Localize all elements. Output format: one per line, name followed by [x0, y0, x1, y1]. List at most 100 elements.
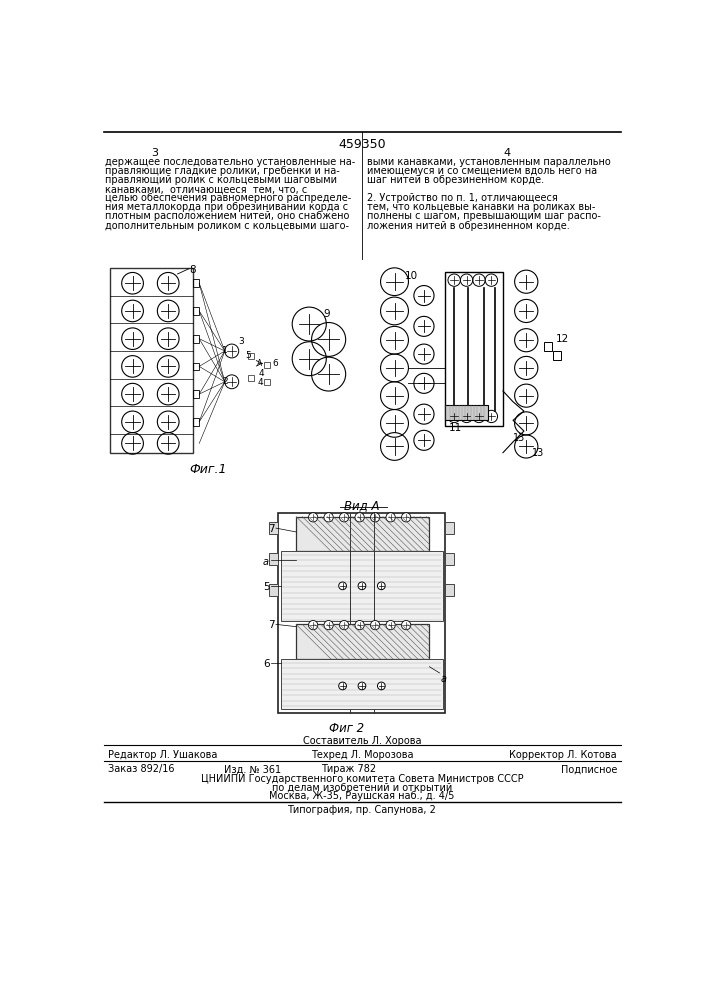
Text: имеющемуся и со смещением вдоль него на: имеющемуся и со смещением вдоль него на [368, 166, 597, 176]
Text: 4: 4 [503, 148, 510, 158]
Text: А: А [257, 359, 262, 368]
Bar [544, 342, 552, 351]
Circle shape [308, 513, 317, 522]
Circle shape [308, 620, 317, 630]
Bar [445, 553, 454, 565]
Circle shape [386, 620, 395, 630]
Circle shape [355, 620, 364, 630]
Text: ЦНИИПИ Государственного комитета Совета Министров СССР: ЦНИИПИ Государственного комитета Совета … [201, 774, 523, 784]
Circle shape [355, 513, 364, 522]
Text: 9: 9 [323, 309, 330, 319]
Bar [193, 307, 199, 315]
Bar [281, 659, 443, 709]
Text: правляющие гладкие ролики, гребенки и на-: правляющие гладкие ролики, гребенки и на… [105, 166, 340, 176]
Bar [445, 405, 488, 420]
Circle shape [386, 513, 395, 522]
Circle shape [402, 620, 411, 630]
Text: 8: 8 [189, 265, 196, 275]
Text: 7: 7 [268, 620, 275, 631]
Circle shape [324, 513, 333, 522]
Text: полнены с шагом, превышающим шаг распо-: полнены с шагом, превышающим шаг распо- [368, 211, 601, 221]
Text: Изд. № 361: Изд. № 361 [224, 764, 281, 774]
Bar [445, 272, 503, 426]
Circle shape [370, 620, 380, 630]
Text: тем, что кольцевые канавки на роликах вы-: тем, что кольцевые канавки на роликах вы… [368, 202, 596, 212]
Bar [445, 584, 454, 596]
Text: Заказ 892/16: Заказ 892/16 [107, 764, 174, 774]
Circle shape [402, 513, 411, 522]
Text: Типография, пр. Сапунова, 2: Типография, пр. Сапунова, 2 [288, 805, 436, 815]
Bar [110, 268, 193, 453]
Text: 3: 3 [151, 148, 158, 158]
Text: 10: 10 [404, 271, 418, 281]
Bar [248, 353, 255, 359]
Circle shape [339, 620, 349, 630]
Circle shape [358, 682, 366, 690]
Text: Вид А: Вид А [344, 499, 380, 512]
Bar [193, 390, 199, 398]
Circle shape [370, 513, 380, 522]
Circle shape [358, 582, 366, 590]
Text: Фиг.1: Фиг.1 [189, 463, 227, 476]
Text: 2: 2 [223, 377, 228, 386]
Text: 5: 5 [246, 351, 252, 360]
Text: 2. Устройство по п. 1, отличающееся: 2. Устройство по п. 1, отличающееся [368, 193, 558, 203]
Text: шаг нитей в обрезиненном корде.: шаг нитей в обрезиненном корде. [368, 175, 544, 185]
Bar [193, 335, 199, 343]
Text: 4: 4 [259, 369, 264, 378]
Circle shape [378, 682, 385, 690]
Bar [264, 379, 270, 385]
Text: 4: 4 [257, 378, 263, 387]
Text: выми канавками, установленным параллельно: выми канавками, установленным параллельн… [368, 157, 611, 167]
Bar [445, 522, 454, 534]
Bar [269, 522, 279, 534]
Bar [296, 517, 429, 551]
Text: плотным расположением нитей, оно снабжено: плотным расположением нитей, оно снабжен… [105, 211, 350, 221]
Circle shape [324, 620, 333, 630]
Circle shape [339, 513, 349, 522]
Text: целью обеспечения равномерного распределе-: целью обеспечения равномерного распредел… [105, 193, 351, 203]
Text: 3: 3 [238, 337, 244, 346]
Text: 13: 13 [532, 448, 544, 458]
Bar [248, 375, 255, 381]
Text: Москва, Ж-35, Раушская наб., д. 4/5: Москва, Ж-35, Раушская наб., д. 4/5 [269, 791, 455, 801]
Text: канавками,  отличающееся  тем, что, с: канавками, отличающееся тем, что, с [105, 184, 308, 194]
Text: ния металлокорда при обрезинивании корда с: ния металлокорда при обрезинивании корда… [105, 202, 349, 212]
Text: Фиг 2: Фиг 2 [329, 722, 363, 735]
Circle shape [339, 582, 346, 590]
Bar [269, 584, 279, 596]
Text: правляющий ролик с кольцевыми шаговыми: правляющий ролик с кольцевыми шаговыми [105, 175, 337, 185]
Text: 7: 7 [268, 524, 275, 534]
Bar [264, 362, 270, 368]
Bar [281, 551, 443, 620]
Text: 6: 6 [272, 359, 278, 368]
Text: дополнительным роликом с кольцевыми шаго-: дополнительным роликом с кольцевыми шаго… [105, 221, 349, 231]
Text: Корректор Л. Котова: Корректор Л. Котова [509, 750, 617, 760]
Text: 1: 1 [223, 346, 228, 355]
Text: 12: 12 [556, 334, 569, 344]
Text: по делам изобретений и открытий: по делам изобретений и открытий [271, 783, 452, 793]
Circle shape [339, 682, 346, 690]
Bar [279, 513, 445, 713]
Text: 5: 5 [263, 582, 269, 592]
Text: 11: 11 [449, 423, 462, 433]
Text: ложения нитей в обрезиненном корде.: ложения нитей в обрезиненном корде. [368, 221, 570, 231]
Text: 13: 13 [513, 433, 525, 443]
Bar [554, 351, 561, 360]
Bar [193, 363, 199, 370]
Text: Подписное: Подписное [561, 764, 617, 774]
Bar [193, 418, 199, 426]
Bar [296, 624, 429, 659]
Text: a: a [441, 674, 447, 684]
Text: 459350: 459350 [338, 138, 386, 151]
Text: Тираж 782: Тираж 782 [321, 764, 376, 774]
Text: Техред Л. Морозова: Техред Л. Морозова [310, 750, 413, 760]
Circle shape [378, 582, 385, 590]
Text: держащее последовательно установленные на-: держащее последовательно установленные н… [105, 157, 356, 167]
Text: Составитель Л. Хорова: Составитель Л. Хорова [303, 736, 421, 746]
Bar [193, 279, 199, 287]
Text: 6: 6 [263, 659, 269, 669]
Text: Редактор Л. Ушакова: Редактор Л. Ушакова [107, 750, 217, 760]
Text: a: a [263, 557, 269, 567]
Bar [269, 553, 279, 565]
